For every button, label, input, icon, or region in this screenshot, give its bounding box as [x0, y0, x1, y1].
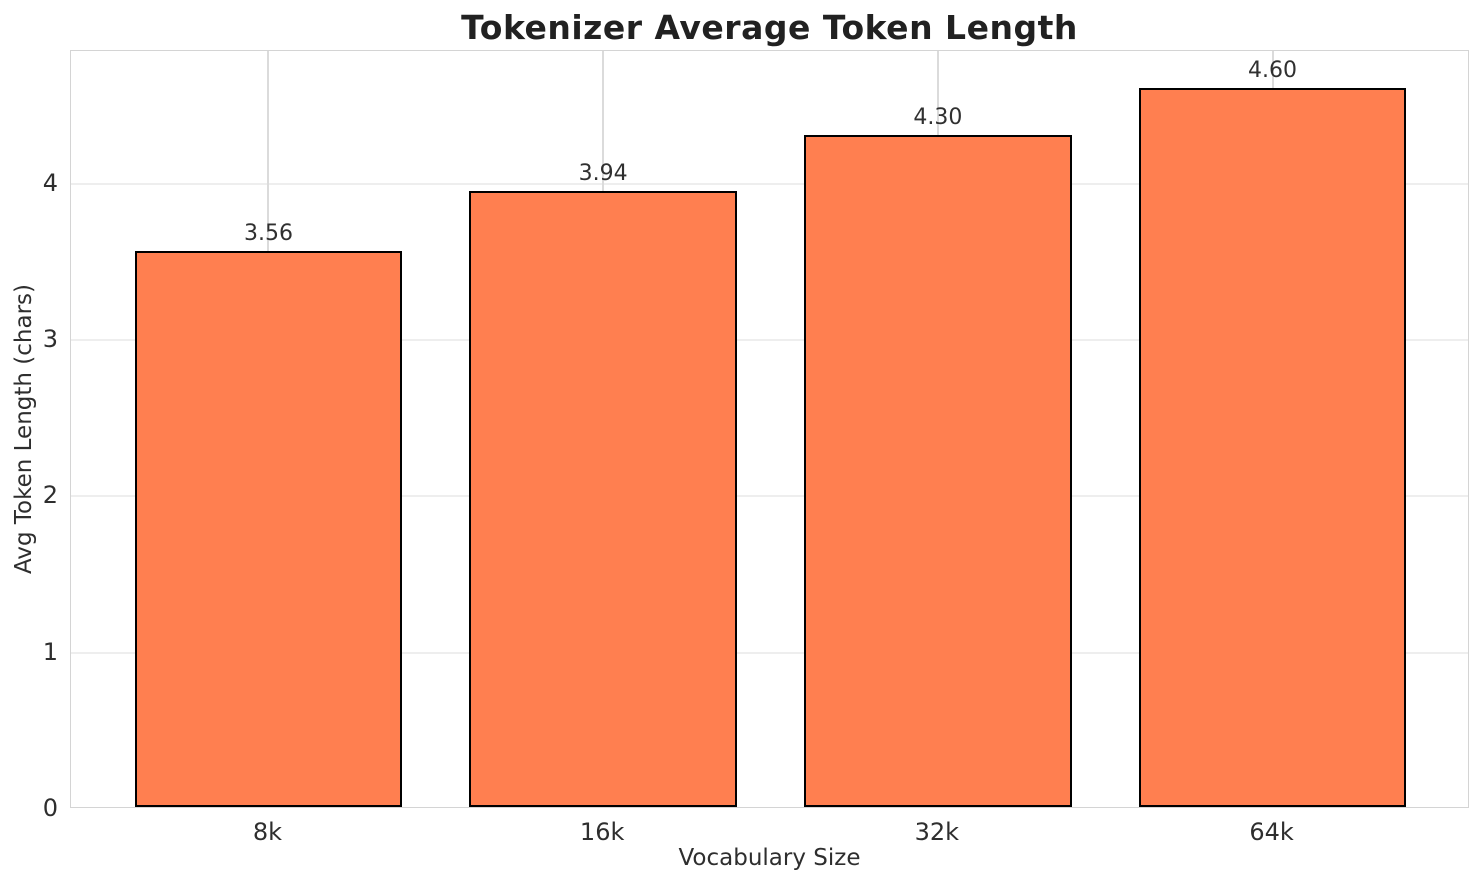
y-tick-label: 3 — [42, 325, 58, 354]
bar — [803, 134, 1072, 807]
y-tick-label: 0 — [42, 794, 58, 822]
h-gridline — [71, 339, 1468, 342]
h-gridline — [71, 495, 1468, 498]
x-axis-label: Vocabulary Size — [678, 845, 861, 871]
y-tick-label: 1 — [42, 637, 58, 666]
x-tick-label: 64k — [1249, 818, 1294, 846]
bar-value-label: 3.56 — [243, 220, 293, 246]
bar — [469, 191, 738, 807]
bar-value-label: 4.30 — [913, 104, 963, 130]
y-tick-label: 4 — [42, 168, 58, 197]
bar — [134, 250, 403, 807]
x-tick-label: 8k — [252, 818, 283, 846]
x-tick-label: 16k — [579, 818, 625, 846]
bar-value-label: 4.60 — [1248, 58, 1298, 84]
bar — [1138, 88, 1407, 807]
plot-area: 3.56 3.94 4.30 4.60 — [70, 50, 1469, 808]
h-gridline — [71, 182, 1468, 185]
bar-value-label: 3.94 — [578, 161, 628, 187]
chart-title: Tokenizer Average Token Length — [461, 8, 1078, 47]
y-tick-label: 2 — [42, 481, 58, 510]
h-gridline — [71, 651, 1468, 654]
x-tick-label: 32k — [914, 818, 960, 846]
